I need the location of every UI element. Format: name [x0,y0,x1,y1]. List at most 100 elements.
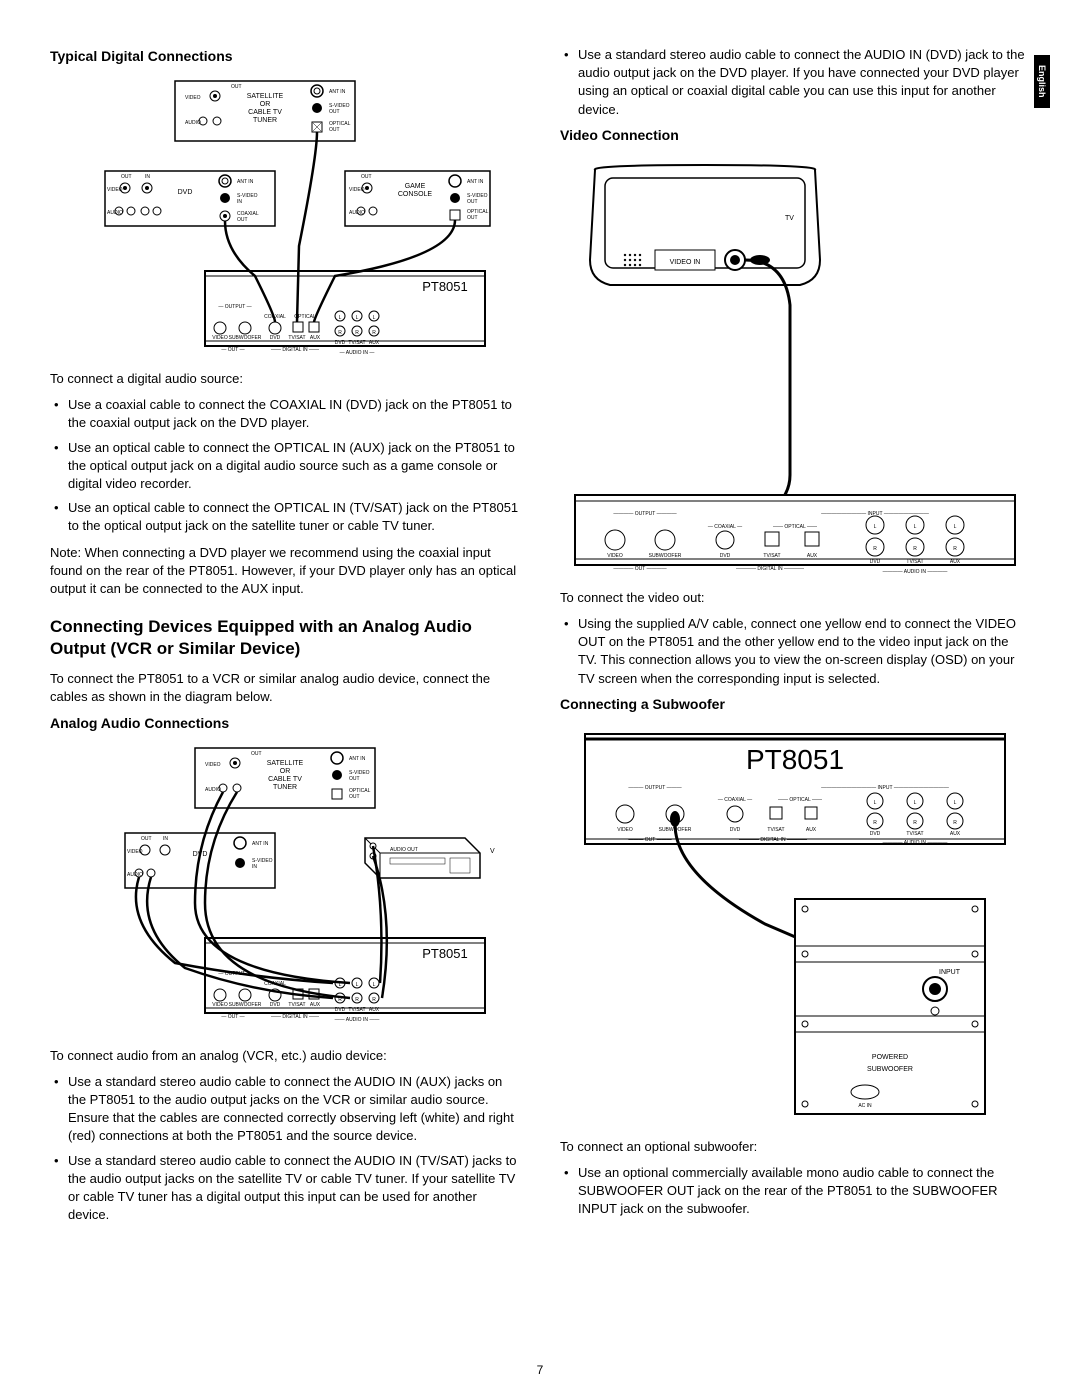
svg-text:AUX: AUX [806,827,817,833]
svg-text:—— OPTICAL ——: —— OPTICAL —— [778,797,822,803]
svg-text:L: L [373,982,376,988]
svg-text:AUX: AUX [310,335,321,341]
svg-text:R: R [338,330,342,336]
svg-text:TV/SAT: TV/SAT [288,1002,305,1008]
svg-text:VIDEO: VIDEO [349,187,365,193]
svg-text:———— DIGITAL IN ————: ———— DIGITAL IN ———— [739,837,807,843]
svg-text:PT8051: PT8051 [746,744,844,775]
language-tab: English [1034,55,1050,108]
svg-text:DVD: DVD [730,827,741,833]
list-item: Use an optical cable to connect the OPTI… [68,439,520,494]
svg-text:ANT IN: ANT IN [237,179,254,185]
svg-text:AUX: AUX [950,559,961,565]
svg-text:——— OUTPUT ———: ——— OUTPUT ——— [628,785,681,791]
svg-text:TV/SAT: TV/SAT [906,559,923,565]
svg-text:AUDIO OUT: AUDIO OUT [390,847,418,853]
svg-text:—— DIGITAL IN ——: —— DIGITAL IN —— [271,1014,319,1020]
svg-text:R: R [913,820,917,826]
svg-text:OUT: OUT [251,751,262,757]
svg-text:OUT: OUT [141,836,152,842]
svg-text:TV/SAT: TV/SAT [288,335,305,341]
diagram-subwoofer: PT8051 ——— OUTPUT ——— ——————————— INPUT … [560,724,1030,1124]
svg-text:L: L [874,800,877,806]
svg-text:L: L [356,982,359,988]
svg-text:TV/SAT: TV/SAT [763,553,780,559]
list-item: Using the supplied A/V cable, connect on… [578,615,1030,688]
svg-text:R: R [913,546,917,552]
svg-text:— OUTPUT —: — OUTPUT — [218,304,251,310]
heading-digital: Typical Digital Connections [50,48,520,64]
svg-text:———— OUT ————: ———— OUT ———— [613,566,666,572]
svg-text:VIDEO: VIDEO [607,553,623,559]
svg-text:L: L [339,315,342,321]
svg-text:VIDEO: VIDEO [617,827,633,833]
svg-text:IN: IN [163,836,168,842]
svg-text:DVD: DVD [335,1007,346,1013]
svg-text:PT8051: PT8051 [422,946,468,961]
svg-text:SUBWOOFER: SUBWOOFER [649,553,682,559]
svg-text:TV/SAT: TV/SAT [348,340,365,346]
svg-text:AUX: AUX [369,340,380,346]
svg-text:DVD: DVD [870,559,881,565]
out-label: OUT [231,84,242,90]
svg-text:AUDIO: AUDIO [107,210,123,216]
heading-analog-sub: Analog Audio Connections [50,715,520,731]
svg-text:OUT: OUT [121,174,132,180]
svg-text:L: L [914,800,917,806]
svg-text:R: R [372,997,376,1003]
svg-text:———— AUDIO IN ————: ———— AUDIO IN ———— [883,840,948,846]
svg-text:DVD: DVD [335,340,346,346]
svg-text:DVD: DVD [178,189,193,196]
svg-text:AC IN: AC IN [858,1103,872,1109]
svg-text:———— OUTPUT ————: ———— OUTPUT ———— [613,511,676,517]
svg-text:R: R [355,997,359,1003]
svg-text:OUT: OUT [361,174,372,180]
svg-text:——————————— INPUT ———————————: ——————————— INPUT ——————————— [821,785,949,791]
diagram-video: TV VIDEO IN ———— OUTPUT ———— ————————— I… [560,155,1030,575]
svg-text:VCR: VCR [490,848,495,855]
svg-text:L: L [373,315,376,321]
digital-note: Note: When connecting a DVD player we re… [50,544,520,599]
svg-text:——— OUT ———: ——— OUT ——— [628,837,671,843]
list-item: Use a standard stereo audio cable to con… [68,1073,520,1146]
svg-text:—— OPTICAL ——: —— OPTICAL —— [773,524,817,530]
list-item: Use an optional commercially available m… [578,1164,1030,1219]
list-item: Use a coaxial cable to connect the COAXI… [68,396,520,432]
svg-text:L: L [914,524,917,530]
svg-text:R: R [873,820,877,826]
svg-text:AUDIO: AUDIO [205,787,221,793]
svg-text:IN: IN [145,174,150,180]
svg-text:AUDIO: AUDIO [349,210,365,216]
svg-text:TV/SAT: TV/SAT [348,1007,365,1013]
digital-bullets: Use a coaxial cable to connect the COAXI… [50,396,520,535]
svg-text:AUX: AUX [369,1007,380,1013]
list-item: Use an optical cable to connect the OPTI… [68,499,520,535]
svg-text:—— DIGITAL IN ——: —— DIGITAL IN —— [271,347,319,353]
svg-text:———— AUDIO IN ————: ———— AUDIO IN ———— [883,569,948,575]
diagram-digital: OUT VIDEO AUDIO SATELLITEORCABLE TVTUNER… [50,76,520,356]
svg-text:TV: TV [785,215,794,222]
svg-text:L: L [954,524,957,530]
svg-text:— COAXIAL —: — COAXIAL — [718,797,752,803]
svg-text:— OUT —: — OUT — [221,347,244,353]
list-item: Use a standard stereo audio cable to con… [68,1152,520,1225]
right-column: Use a standard stereo audio cable to con… [560,40,1030,1230]
svg-text:R: R [953,546,957,552]
svg-text:PT8051: PT8051 [422,279,468,294]
svg-text:ANT IN: ANT IN [467,179,484,185]
svg-text:ANT IN: ANT IN [252,841,269,847]
top-bullet-list: Use a standard stereo audio cable to con… [560,46,1030,119]
svg-text:DVD: DVD [270,335,281,341]
svg-text:— OUT —: — OUT — [221,1014,244,1020]
svg-text:DVD: DVD [720,553,731,559]
svg-text:AUX: AUX [310,1002,321,1008]
svg-text:DVD: DVD [870,831,881,837]
svg-text:VIDEO: VIDEO [127,849,143,855]
left-column: Typical Digital Connections OUT VIDEO AU… [50,40,520,1230]
svg-text:AUDIO: AUDIO [185,120,201,126]
svg-text:INPUT: INPUT [939,969,961,976]
svg-text:AUX: AUX [950,831,961,837]
sub-bullets: Use an optional commercially available m… [560,1164,1030,1219]
heading-analog-main: Connecting Devices Equipped with an Anal… [50,616,520,660]
svg-text:— AUDIO IN —: — AUDIO IN — [340,350,375,356]
